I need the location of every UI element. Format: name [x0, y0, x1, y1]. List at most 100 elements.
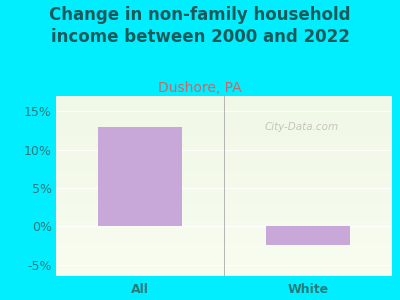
- Bar: [56, 256, 392, 257]
- Bar: [56, 187, 392, 188]
- Bar: [56, 253, 392, 254]
- Bar: [56, 178, 392, 179]
- Bar: [56, 119, 392, 120]
- Bar: [56, 257, 392, 258]
- Bar: [56, 273, 392, 274]
- Bar: [56, 149, 392, 150]
- Bar: [56, 264, 392, 265]
- Bar: [56, 201, 392, 202]
- Bar: [56, 141, 392, 142]
- Bar: [56, 263, 392, 264]
- Bar: [56, 196, 392, 197]
- Bar: [56, 98, 392, 99]
- Bar: [56, 189, 392, 190]
- Bar: [56, 135, 392, 136]
- Bar: [56, 254, 392, 255]
- Bar: [56, 243, 392, 244]
- Bar: [56, 208, 392, 209]
- Bar: [56, 207, 392, 208]
- Bar: [56, 268, 392, 269]
- Bar: [56, 204, 392, 205]
- Bar: [56, 237, 392, 238]
- Bar: [56, 131, 392, 132]
- Bar: [56, 166, 392, 167]
- Bar: [56, 145, 392, 146]
- Bar: [56, 180, 392, 181]
- Bar: [56, 234, 392, 235]
- Bar: [56, 210, 392, 211]
- Bar: [56, 181, 392, 182]
- Bar: [56, 252, 392, 253]
- Text: City-Data.com: City-Data.com: [264, 122, 338, 132]
- Bar: [56, 215, 392, 216]
- Bar: [56, 199, 392, 200]
- Bar: [56, 236, 392, 237]
- Bar: [56, 100, 392, 101]
- Bar: [56, 227, 392, 228]
- Bar: [56, 100, 392, 101]
- Bar: [56, 111, 392, 112]
- Bar: [56, 265, 392, 266]
- Bar: [56, 188, 392, 189]
- Bar: [56, 103, 392, 104]
- Bar: [56, 96, 392, 97]
- Bar: [56, 115, 392, 116]
- Bar: [56, 241, 392, 242]
- Bar: [56, 165, 392, 166]
- Bar: [56, 220, 392, 221]
- Bar: [56, 123, 392, 124]
- Bar: [56, 197, 392, 198]
- Bar: [56, 136, 392, 137]
- Bar: [56, 205, 392, 206]
- Bar: [56, 240, 392, 241]
- Bar: [56, 267, 392, 268]
- Bar: [56, 114, 392, 115]
- Bar: [56, 177, 392, 178]
- Bar: [56, 118, 392, 119]
- Bar: [56, 226, 392, 227]
- Bar: [56, 158, 392, 159]
- Bar: [56, 262, 392, 263]
- Bar: [56, 152, 392, 153]
- Bar: [56, 153, 392, 154]
- Bar: [56, 167, 392, 168]
- Bar: [56, 147, 392, 148]
- Bar: [56, 242, 392, 243]
- Bar: [56, 122, 392, 123]
- Bar: [56, 168, 392, 169]
- Bar: [56, 222, 392, 223]
- Bar: [56, 185, 392, 186]
- Bar: [56, 229, 392, 230]
- Bar: [56, 124, 392, 125]
- Bar: [56, 173, 392, 174]
- Bar: [56, 214, 392, 215]
- Bar: [56, 148, 392, 149]
- Bar: [56, 162, 392, 163]
- Bar: [56, 105, 392, 106]
- Bar: [56, 183, 392, 184]
- Bar: [56, 249, 392, 250]
- Bar: [56, 134, 392, 135]
- Bar: [56, 155, 392, 156]
- Bar: [56, 128, 392, 129]
- Bar: [266, 226, 350, 245]
- Bar: [56, 192, 392, 193]
- Bar: [56, 251, 392, 252]
- Bar: [56, 118, 392, 119]
- Bar: [56, 203, 392, 204]
- Bar: [56, 97, 392, 98]
- Bar: [56, 248, 392, 249]
- Bar: [56, 269, 392, 270]
- Bar: [56, 221, 392, 222]
- Bar: [56, 142, 392, 143]
- Bar: [56, 107, 392, 108]
- Bar: [56, 191, 392, 192]
- Bar: [56, 137, 392, 138]
- Bar: [56, 219, 392, 220]
- Bar: [56, 275, 392, 276]
- Bar: [56, 169, 392, 170]
- Bar: [98, 127, 182, 226]
- Bar: [56, 171, 392, 172]
- Bar: [56, 230, 392, 231]
- Bar: [56, 198, 392, 199]
